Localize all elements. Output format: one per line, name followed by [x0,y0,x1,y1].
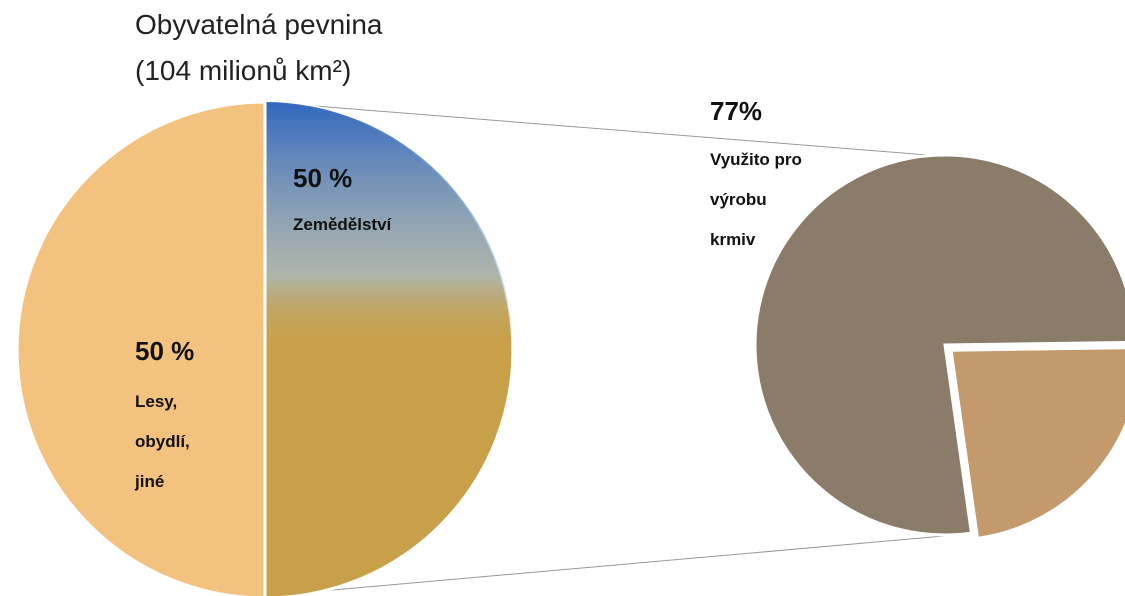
chart-subtitle: (104 milionů km²) [135,55,351,86]
pie-slice [951,348,1125,539]
value-label: 77% [710,96,762,126]
chart: Obyvatelná pevnina (104 milionů km²) 50 % Z… [0,0,1125,596]
value-label: 50 % [293,163,352,193]
category-label: Zemědělství [293,215,393,234]
chart-title: Obyvatelná pevnina [135,9,383,40]
value-label: 50 % [135,336,194,366]
